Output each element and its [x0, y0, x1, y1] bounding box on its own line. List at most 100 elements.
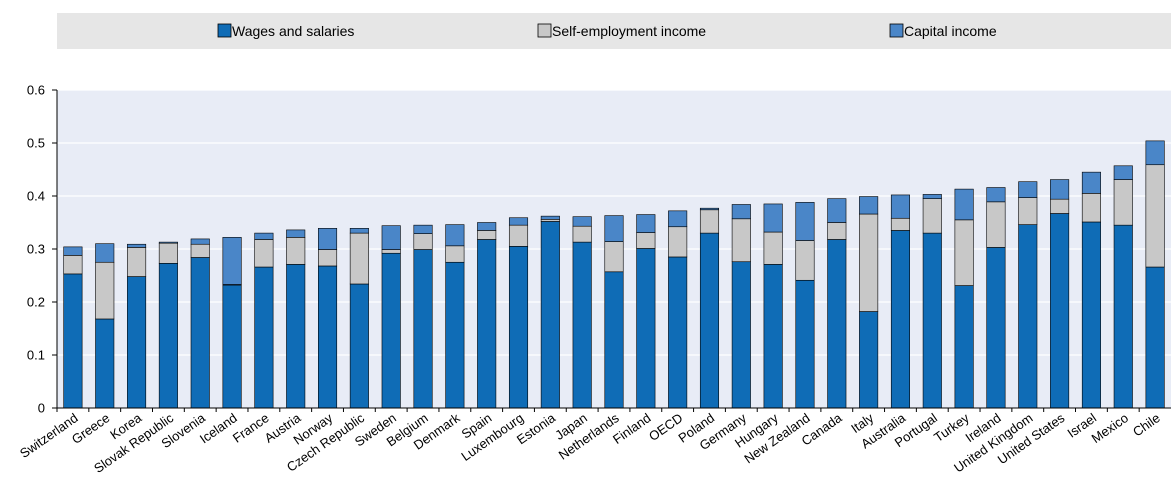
- bar-segment: [731, 261, 751, 409]
- bar-segment: [286, 264, 306, 409]
- bar-segment: [636, 214, 656, 233]
- y-tick-label: 0.3: [27, 242, 45, 257]
- bar-segment: [1018, 181, 1038, 198]
- bar-segment: [572, 241, 592, 409]
- bar-segment: [127, 276, 147, 409]
- bar-segment: [699, 207, 720, 211]
- bar-segment: [763, 264, 783, 409]
- bar-segment: [1018, 224, 1038, 409]
- bar-segment: [508, 224, 529, 247]
- bar-segment: [95, 318, 115, 409]
- bar-segment: [731, 218, 751, 263]
- bar-segment: [795, 240, 815, 281]
- bar-segment: [158, 241, 178, 244]
- bar-segment: [95, 261, 115, 320]
- bar-segment: [254, 266, 274, 409]
- bar-segment: [508, 217, 529, 226]
- bar-segment: [540, 215, 560, 220]
- bar-segment: [286, 229, 306, 238]
- bar-segment: [349, 228, 369, 234]
- bar-segment: [1145, 164, 1165, 268]
- bar-segment: [190, 238, 210, 245]
- bar-segment: [859, 311, 879, 409]
- bar-segment: [636, 232, 656, 249]
- bar-segment: [1145, 266, 1165, 409]
- bar-segment: [254, 232, 274, 240]
- bar-segment: [413, 249, 433, 409]
- bar-segment: [795, 279, 815, 409]
- y-tick-label: 0.2: [27, 295, 45, 310]
- bar-segment: [636, 248, 656, 409]
- bar-segment: [254, 239, 274, 268]
- bar-segment: [63, 255, 83, 275]
- bar-segment: [890, 230, 910, 409]
- bar-segment: [127, 243, 147, 248]
- bar-segment: [604, 215, 624, 242]
- bar-segment: [540, 221, 560, 409]
- bar-segment: [1018, 197, 1038, 225]
- bar-segment: [381, 225, 401, 250]
- legend-band: [57, 13, 1171, 49]
- bar-segment: [381, 249, 401, 254]
- bar-segment: [413, 233, 433, 250]
- bar-segment: [572, 225, 592, 243]
- bar-segment: [477, 239, 497, 409]
- bar-segment: [827, 222, 847, 240]
- bar-segment: [922, 194, 942, 199]
- bar-segment: [795, 202, 815, 241]
- bar-segment: [890, 217, 910, 231]
- bar-segment: [604, 271, 624, 409]
- bar-segment: [954, 188, 974, 221]
- bar-segment: [1050, 198, 1070, 214]
- bar-segment: [508, 246, 529, 409]
- bar-segment: [859, 196, 879, 215]
- bar-segment: [827, 239, 847, 409]
- bar-segment: [668, 256, 688, 409]
- bar-segment: [318, 249, 338, 267]
- bar-segment: [954, 219, 974, 286]
- bar-segment: [318, 265, 338, 409]
- bar-segment: [954, 285, 974, 409]
- bar-segment: [445, 245, 465, 263]
- bar-segment: [63, 246, 83, 256]
- bar-segment: [477, 230, 497, 240]
- bar-segment: [986, 201, 1006, 248]
- bar-segment: [827, 198, 847, 223]
- bar-segment: [699, 209, 720, 234]
- bar-segment: [190, 257, 210, 409]
- bar-segment: [413, 224, 433, 234]
- legend-label: Wages and salaries: [232, 23, 354, 39]
- bar-segment: [158, 242, 178, 264]
- bar-segment: [986, 187, 1006, 203]
- bar-segment: [731, 204, 751, 220]
- y-tick-label: 0.6: [27, 83, 45, 98]
- bar-segment: [318, 228, 338, 250]
- bar-segment: [381, 252, 401, 409]
- bar-segment: [540, 219, 560, 222]
- bar-segment: [890, 194, 910, 219]
- bar-segment: [1050, 179, 1070, 200]
- bar-segment: [1081, 221, 1101, 409]
- y-axis: 0 0.1 0.2 0.3 0.4 0.5 0.6: [27, 83, 58, 416]
- bar-segment: [572, 216, 592, 227]
- bar-segment: [190, 243, 210, 258]
- legend-swatch: [217, 23, 232, 38]
- legend-swatch: [889, 23, 904, 38]
- y-tick-label: 0.5: [27, 136, 45, 151]
- bar-segment: [349, 232, 369, 285]
- bar-segment: [1081, 171, 1101, 194]
- bar-segment: [668, 210, 688, 228]
- bar-segment: [349, 283, 369, 409]
- bar-segment: [286, 237, 306, 265]
- bar-segment: [222, 237, 242, 285]
- y-tick-label: 0: [38, 401, 45, 416]
- bars: [63, 140, 1165, 409]
- x-tick-label: Iceland: [197, 410, 240, 446]
- bar-segment: [445, 224, 465, 247]
- bar-segment: [922, 198, 942, 234]
- y-tick-label: 0.4: [27, 189, 45, 204]
- bar-segment: [1113, 165, 1133, 180]
- bar-segment: [1113, 179, 1133, 226]
- bar-segment: [668, 226, 688, 258]
